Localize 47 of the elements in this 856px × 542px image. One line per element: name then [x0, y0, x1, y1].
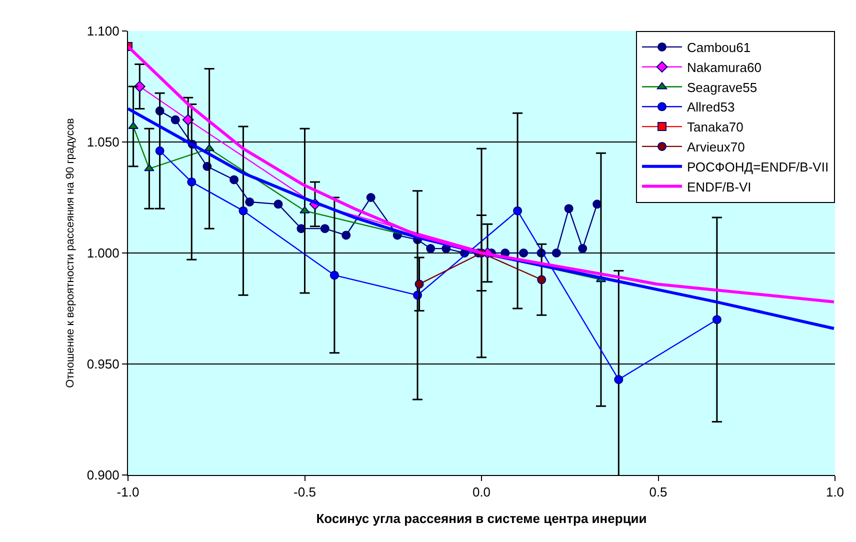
point [330, 270, 339, 280]
point [552, 248, 561, 258]
y-tick-label: 1.050 [86, 134, 120, 150]
point [537, 275, 546, 284]
point [712, 315, 722, 324]
y-tick-label: 0.950 [86, 356, 120, 372]
point [238, 206, 248, 216]
x-tick-label: -0.5 [294, 484, 316, 500]
legend-label: Tanaka70 [687, 120, 744, 135]
point [414, 280, 424, 289]
legend-label: Seagrave55 [687, 80, 758, 95]
legend-label: Cambou61 [687, 40, 751, 56]
point [274, 200, 283, 209]
x-tick-label: 0.0 [472, 484, 491, 500]
y-axis-title: Отношение к вероятности рассеяния на 90 градусов [64, 118, 77, 388]
point [144, 164, 154, 172]
point [182, 114, 194, 126]
x-tick-label: 0.5 [649, 484, 668, 500]
point [128, 122, 138, 129]
y-tick-label: 1.000 [86, 246, 120, 261]
y-tick-label: 1.100 [86, 24, 120, 39]
x-axis-title: Косинус угла рассеяния в системе центра инерции [316, 511, 647, 526]
point [513, 206, 522, 216]
point [320, 224, 330, 234]
legend-label: Nakamura60 [687, 60, 762, 75]
point [519, 248, 528, 258]
y-tick-label: 0.900 [86, 468, 120, 483]
point [245, 197, 254, 206]
point [564, 204, 574, 214]
point [170, 115, 180, 124]
legend-label: Allred53 [687, 100, 735, 115]
point [300, 206, 310, 214]
point [155, 146, 164, 156]
point [230, 175, 239, 184]
point [204, 144, 214, 152]
point [187, 177, 196, 186]
x-tick-label: -1.0 [116, 484, 140, 500]
point [134, 80, 146, 92]
legend-label: Arvieux70 [687, 140, 745, 155]
point [578, 244, 588, 254]
point [426, 244, 436, 254]
x-tick-label: 1.0 [826, 484, 844, 500]
point [614, 375, 624, 384]
legend-label: РОСФОНД=ENDF/B-VII [687, 159, 829, 174]
point [342, 230, 351, 240]
legend-label: ENDF/B-VI [687, 179, 752, 194]
point [366, 193, 376, 202]
